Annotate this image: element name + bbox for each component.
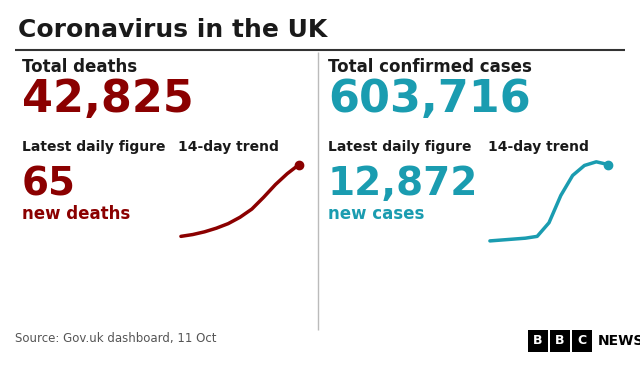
Text: 12,872: 12,872 <box>328 165 478 203</box>
Text: new deaths: new deaths <box>22 205 131 223</box>
Text: 42,825: 42,825 <box>22 78 194 121</box>
Text: Latest daily figure: Latest daily figure <box>22 140 166 154</box>
Text: B: B <box>533 334 543 347</box>
Bar <box>550 330 570 352</box>
Text: NEWS: NEWS <box>598 334 640 348</box>
Bar <box>572 330 592 352</box>
Text: Coronavirus in the UK: Coronavirus in the UK <box>18 18 327 42</box>
Bar <box>528 330 548 352</box>
Text: Latest daily figure: Latest daily figure <box>328 140 472 154</box>
Text: 14-day trend: 14-day trend <box>488 140 589 154</box>
Text: Total deaths: Total deaths <box>22 58 137 76</box>
Text: 65: 65 <box>22 165 76 203</box>
Text: C: C <box>577 334 587 347</box>
Text: new cases: new cases <box>328 205 424 223</box>
Text: B: B <box>556 334 564 347</box>
Text: Source: Gov.uk dashboard, 11 Oct: Source: Gov.uk dashboard, 11 Oct <box>15 332 216 345</box>
Text: 14-day trend: 14-day trend <box>178 140 279 154</box>
Text: 603,716: 603,716 <box>328 78 531 121</box>
Text: Total confirmed cases: Total confirmed cases <box>328 58 532 76</box>
